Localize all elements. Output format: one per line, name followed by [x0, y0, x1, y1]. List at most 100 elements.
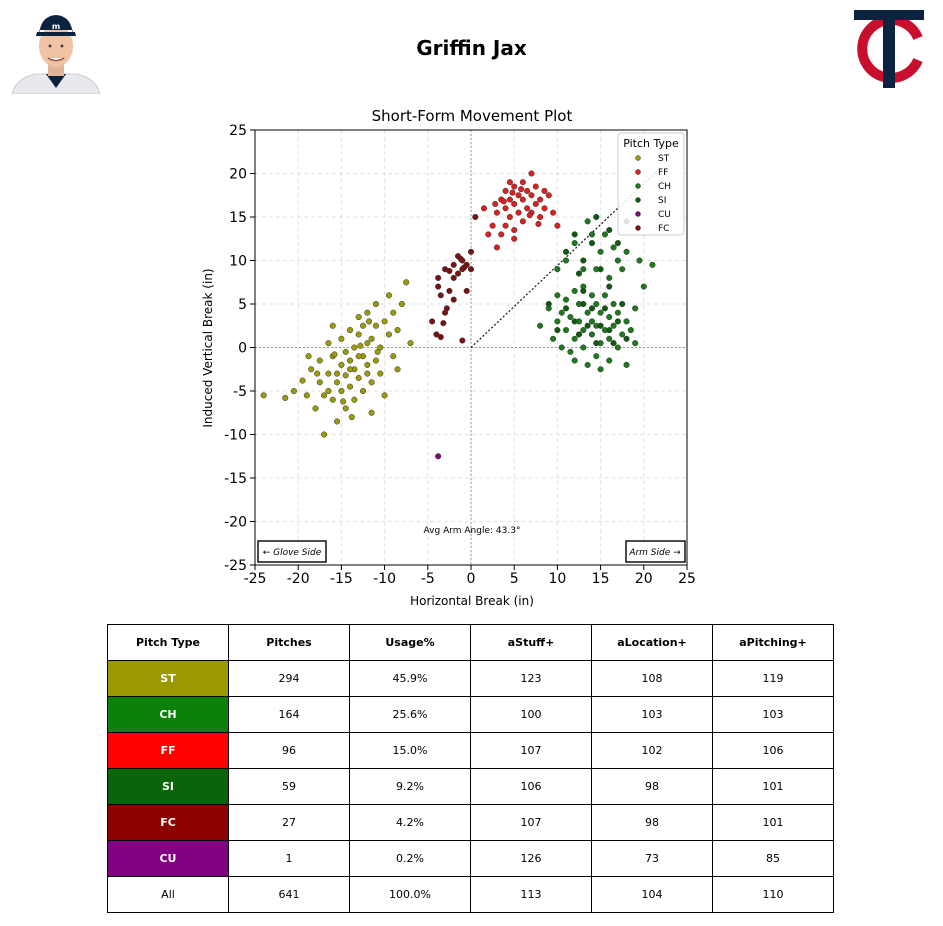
pitch-point-st	[372, 300, 380, 308]
pitches-cell: 641	[228, 876, 350, 913]
pitch-point-st	[260, 392, 267, 399]
pitch-point-ch	[562, 327, 570, 334]
table-row: CH 164 25.6% 100 103 103	[107, 696, 834, 733]
pitch-point-si	[575, 331, 583, 338]
pitch-point-ff	[506, 179, 513, 186]
pitch-point-ch	[588, 292, 596, 299]
y-tick-label: -10	[224, 428, 247, 444]
pitch-point-st	[357, 342, 364, 349]
pitch-point-fc	[467, 248, 475, 255]
pitch-point-st	[355, 353, 362, 360]
x-tick-label: -25	[244, 571, 267, 587]
pitch-point-st	[314, 370, 321, 377]
y-tick-label: 15	[229, 210, 247, 226]
pitch-point-ff	[528, 192, 535, 199]
pitch-type-cell: ST	[107, 660, 229, 697]
pitch-point-ch	[614, 309, 621, 316]
pitch-point-st	[385, 292, 392, 299]
pitch-point-ch	[623, 318, 630, 325]
glove-side-label: ← Glove Side	[263, 548, 322, 558]
legend-marker-ff	[635, 169, 641, 175]
pitch-point-ff	[515, 192, 522, 199]
pitch-type-cell: SI	[107, 768, 229, 805]
usage-cell: 45.9%	[349, 660, 471, 697]
legend-label-fc: FC	[658, 224, 669, 234]
header-apitching: aPitching+	[712, 624, 834, 661]
pitch-point-st	[368, 379, 375, 386]
table-header-row: Pitch Type Pitches Usage% aStuff+ aLocat…	[107, 624, 834, 661]
pitch-point-ch	[619, 331, 626, 338]
pitch-point-ff	[519, 196, 526, 203]
pitch-point-st	[364, 340, 371, 347]
pitch-point-si	[562, 248, 570, 255]
player-headshot: m	[11, 15, 101, 94]
pitch-point-fc	[440, 320, 447, 327]
player-name: Griffin Jax	[416, 36, 527, 60]
pitch-point-st	[305, 353, 312, 360]
header-pitches: Pitches	[228, 624, 350, 661]
pitch-point-ch	[580, 266, 587, 273]
pitch-stats-table: Pitch Type Pitches Usage% aStuff+ aLocat…	[107, 624, 834, 913]
pitch-point-st	[359, 322, 367, 329]
pitch-type-cell: CH	[107, 696, 229, 733]
pitches-cell: 59	[228, 768, 350, 805]
pitch-point-st	[308, 366, 315, 373]
legend-marker-fc	[635, 225, 641, 231]
astuff-cell: 113	[470, 876, 592, 913]
pitch-point-fc	[437, 334, 444, 341]
pitch-point-st	[381, 318, 388, 325]
pitch-point-ff	[485, 231, 492, 238]
pitch-point-si	[545, 300, 552, 308]
pitch-point-st	[407, 340, 414, 347]
pitch-point-ff	[541, 205, 548, 212]
alocation-cell: 98	[591, 804, 713, 841]
legend-marker-ch	[635, 183, 641, 189]
pitch-point-cu	[435, 453, 442, 460]
alocation-cell: 104	[591, 876, 713, 913]
pitch-point-fc	[467, 266, 475, 273]
pitch-point-st	[394, 366, 401, 373]
chart-title: Short-Form Movement Plot	[372, 107, 573, 125]
apitching-cell: 101	[712, 804, 834, 841]
pitch-point-si	[593, 213, 600, 221]
pitch-point-st	[359, 387, 367, 395]
astuff-cell: 106	[470, 768, 592, 805]
x-tick-label: -5	[421, 571, 435, 587]
y-tick-label: -5	[233, 384, 247, 400]
pitch-point-si	[554, 327, 561, 334]
pitch-point-fc	[450, 261, 457, 268]
alocation-cell: 103	[591, 696, 713, 733]
pitch-point-ff	[519, 218, 526, 225]
pitch-point-ch	[558, 344, 565, 351]
astuff-cell: 126	[470, 840, 592, 877]
pitch-point-fc	[461, 264, 468, 271]
pitch-point-ff	[511, 235, 518, 242]
pitch-point-ch	[550, 335, 557, 342]
pitch-point-ch	[597, 366, 604, 373]
pitch-point-st	[299, 377, 306, 384]
glove-side-box	[257, 540, 327, 563]
pitch-point-fc	[443, 305, 450, 312]
pitch-point-st	[282, 394, 289, 402]
x-tick-label: -10	[373, 571, 396, 587]
pitch-point-si	[597, 322, 604, 329]
astuff-cell: 100	[470, 696, 592, 733]
y-tick-label: -25	[224, 558, 247, 574]
pitch-point-ch	[593, 300, 600, 308]
alocation-cell: 98	[591, 768, 713, 805]
pitch-point-ch	[588, 231, 596, 238]
pitch-point-st	[403, 279, 410, 286]
usage-cell: 0.2%	[349, 840, 471, 877]
alocation-cell: 108	[591, 660, 713, 697]
pitch-point-fc	[435, 274, 442, 281]
pitch-point-ch	[580, 344, 587, 351]
pitch-point-si	[606, 227, 613, 234]
pitch-point-st	[355, 374, 362, 382]
legend-label-st: ST	[658, 154, 670, 164]
pitch-point-ff	[535, 220, 542, 228]
pitch-point-st	[340, 398, 347, 405]
legend-label-si: SI	[658, 196, 666, 206]
pitch-point-st	[346, 383, 354, 390]
pitch-point-ff	[524, 205, 531, 212]
x-tick-label: -20	[287, 571, 310, 587]
